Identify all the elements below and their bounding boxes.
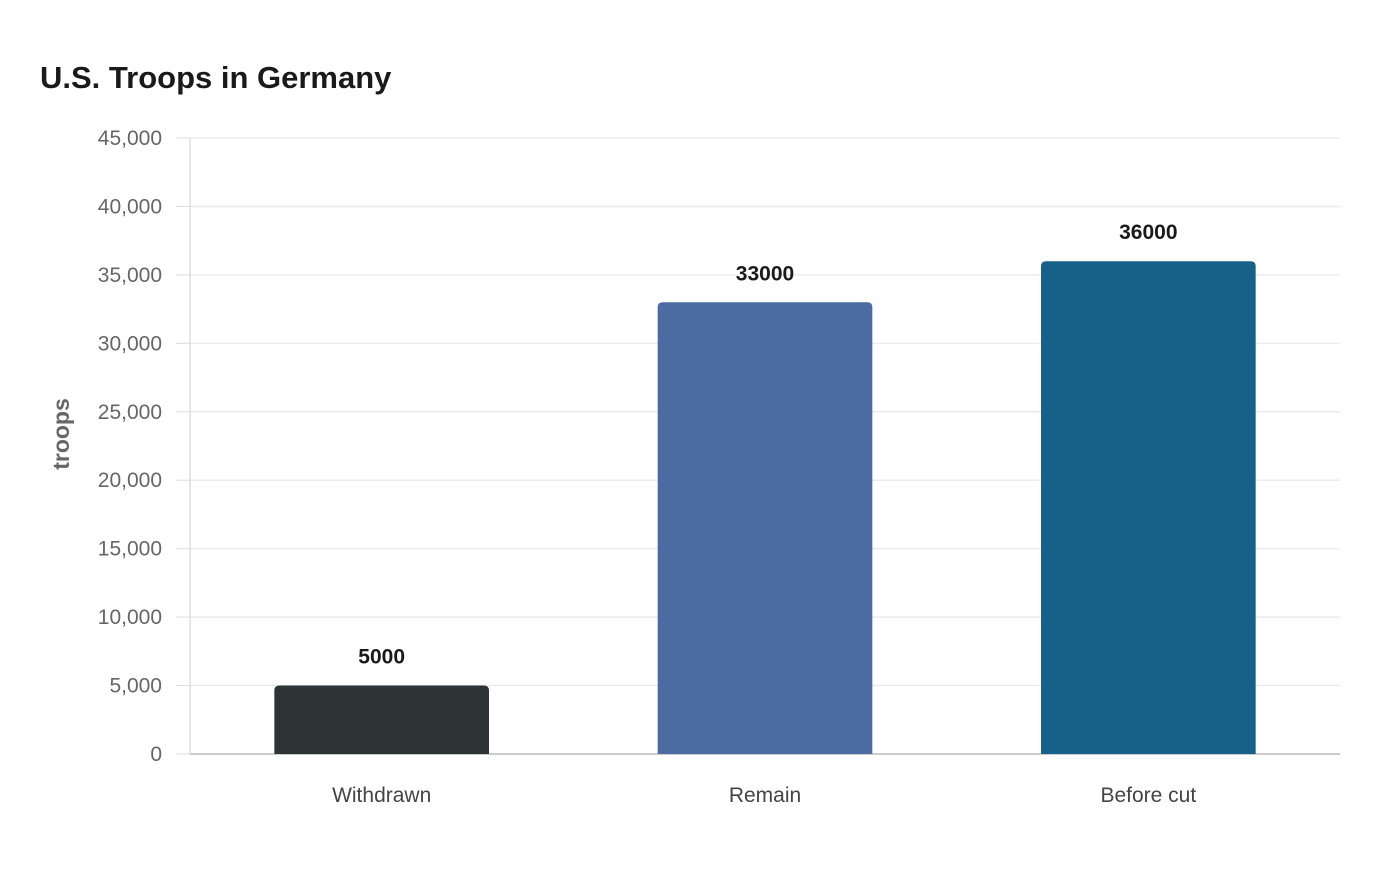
y-tick-label: 45,000	[98, 127, 162, 150]
y-tick-label: 0	[150, 743, 162, 766]
y-tick-label: 35,000	[98, 264, 162, 287]
x-category-label: Remain	[729, 784, 801, 807]
y-tick-label: 40,000	[98, 195, 162, 218]
bar-value-label: 36000	[1119, 221, 1177, 244]
bar	[657, 302, 873, 754]
bar	[274, 685, 489, 754]
x-category-label: Withdrawn	[332, 784, 431, 807]
value-labels: 5000 33000 36000	[358, 221, 1177, 668]
y-tick-label: 25,000	[98, 401, 162, 424]
x-category-label: Before cut	[1100, 784, 1196, 807]
y-tick-label: 5,000	[109, 675, 162, 698]
y-tick-label: 30,000	[98, 332, 162, 355]
bar-value-label: 5000	[358, 646, 405, 669]
bar	[1041, 261, 1256, 754]
y-tick-label: 20,000	[98, 469, 162, 492]
y-tick-labels: 0 5,000 10,000 15,000 20,000 25,000 30,000 35,0…	[98, 127, 162, 766]
y-axis-title: troops	[48, 398, 74, 470]
x-category-labels: Withdrawn Remain Before cut	[332, 784, 1196, 807]
chart-title: U.S. Troops in Germany	[40, 60, 392, 95]
bars	[274, 261, 1256, 754]
bar-value-label: 33000	[736, 262, 794, 285]
y-tick-label: 10,000	[98, 606, 162, 629]
y-tick-label: 15,000	[98, 538, 162, 561]
